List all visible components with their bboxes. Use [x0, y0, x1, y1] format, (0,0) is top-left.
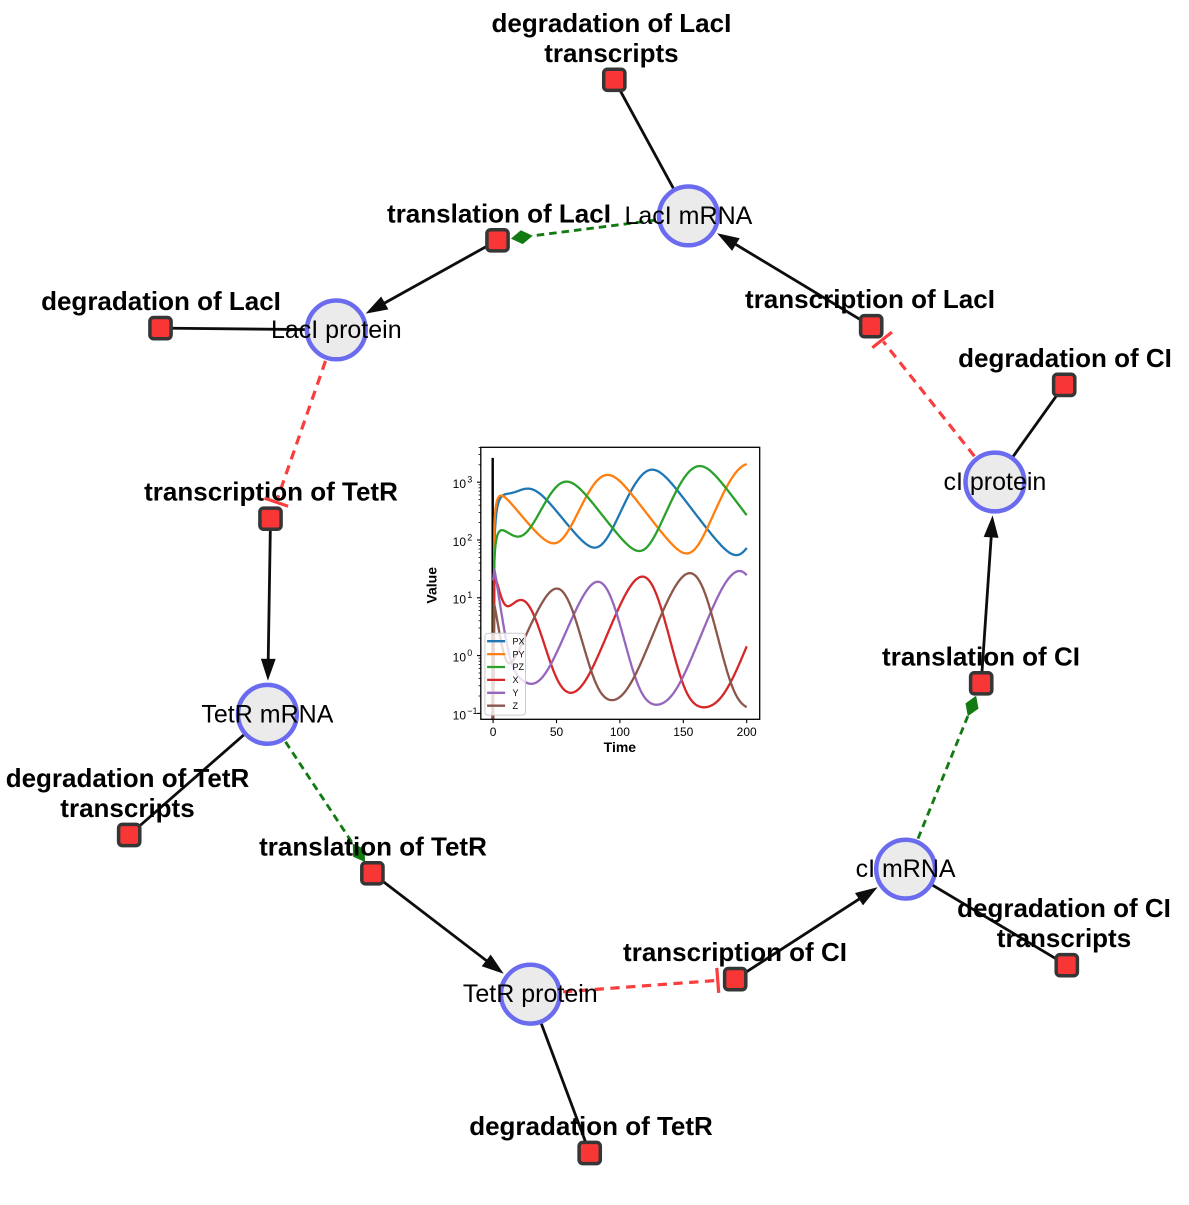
svg-text:100: 100 — [610, 725, 630, 739]
svg-text:X: X — [513, 675, 519, 685]
svg-text:degradation of CI: degradation of CI — [957, 893, 1171, 923]
svg-text:10: 10 — [453, 708, 467, 722]
svg-text:transcription of TetR: transcription of TetR — [144, 477, 398, 507]
svg-text:cI protein: cI protein — [943, 468, 1046, 496]
svg-text:10: 10 — [453, 651, 467, 665]
svg-text:degradation of TetR: degradation of TetR — [469, 1111, 713, 1141]
svg-text:transcripts: transcripts — [997, 923, 1131, 953]
svg-text:0: 0 — [467, 648, 472, 658]
svg-text:10: 10 — [453, 593, 467, 607]
svg-text:Y: Y — [513, 688, 519, 698]
svg-text:cI mRNA: cI mRNA — [856, 855, 956, 883]
svg-text:translation of CI: translation of CI — [882, 641, 1080, 671]
svg-text:10: 10 — [453, 477, 467, 491]
svg-text:PZ: PZ — [513, 662, 525, 672]
svg-text:1: 1 — [467, 590, 472, 600]
svg-text:LacI protein: LacI protein — [271, 316, 402, 344]
svg-text:LacI mRNA: LacI mRNA — [624, 202, 752, 230]
svg-text:Time: Time — [604, 739, 637, 755]
svg-text:transcription of CI: transcription of CI — [623, 937, 847, 967]
svg-text:2: 2 — [467, 532, 472, 542]
svg-text:PY: PY — [513, 649, 525, 659]
svg-text:150: 150 — [673, 725, 693, 739]
svg-text:degradation of LacI: degradation of LacI — [491, 8, 731, 38]
svg-text:transcripts: transcripts — [544, 38, 678, 68]
svg-text:transcription of LacI: transcription of LacI — [745, 284, 995, 314]
svg-text:translation of TetR: translation of TetR — [259, 831, 487, 861]
svg-text:TetR protein: TetR protein — [463, 980, 598, 1008]
svg-text:3: 3 — [467, 475, 472, 485]
svg-text:Value: Value — [423, 567, 439, 604]
svg-text:50: 50 — [550, 725, 564, 739]
svg-text:Z: Z — [513, 701, 519, 711]
svg-text:degradation of LacI: degradation of LacI — [41, 286, 281, 316]
svg-text:TetR mRNA: TetR mRNA — [201, 700, 333, 728]
svg-text:−1: −1 — [467, 706, 477, 716]
svg-text:10: 10 — [453, 535, 467, 549]
svg-text:PX: PX — [513, 636, 525, 646]
svg-text:200: 200 — [737, 725, 757, 739]
svg-text:degradation of CI: degradation of CI — [958, 343, 1172, 373]
svg-text:degradation of TetR: degradation of TetR — [6, 763, 250, 793]
svg-text:transcripts: transcripts — [60, 793, 194, 823]
svg-text:translation of LacI: translation of LacI — [387, 198, 611, 228]
svg-text:0: 0 — [490, 725, 497, 739]
